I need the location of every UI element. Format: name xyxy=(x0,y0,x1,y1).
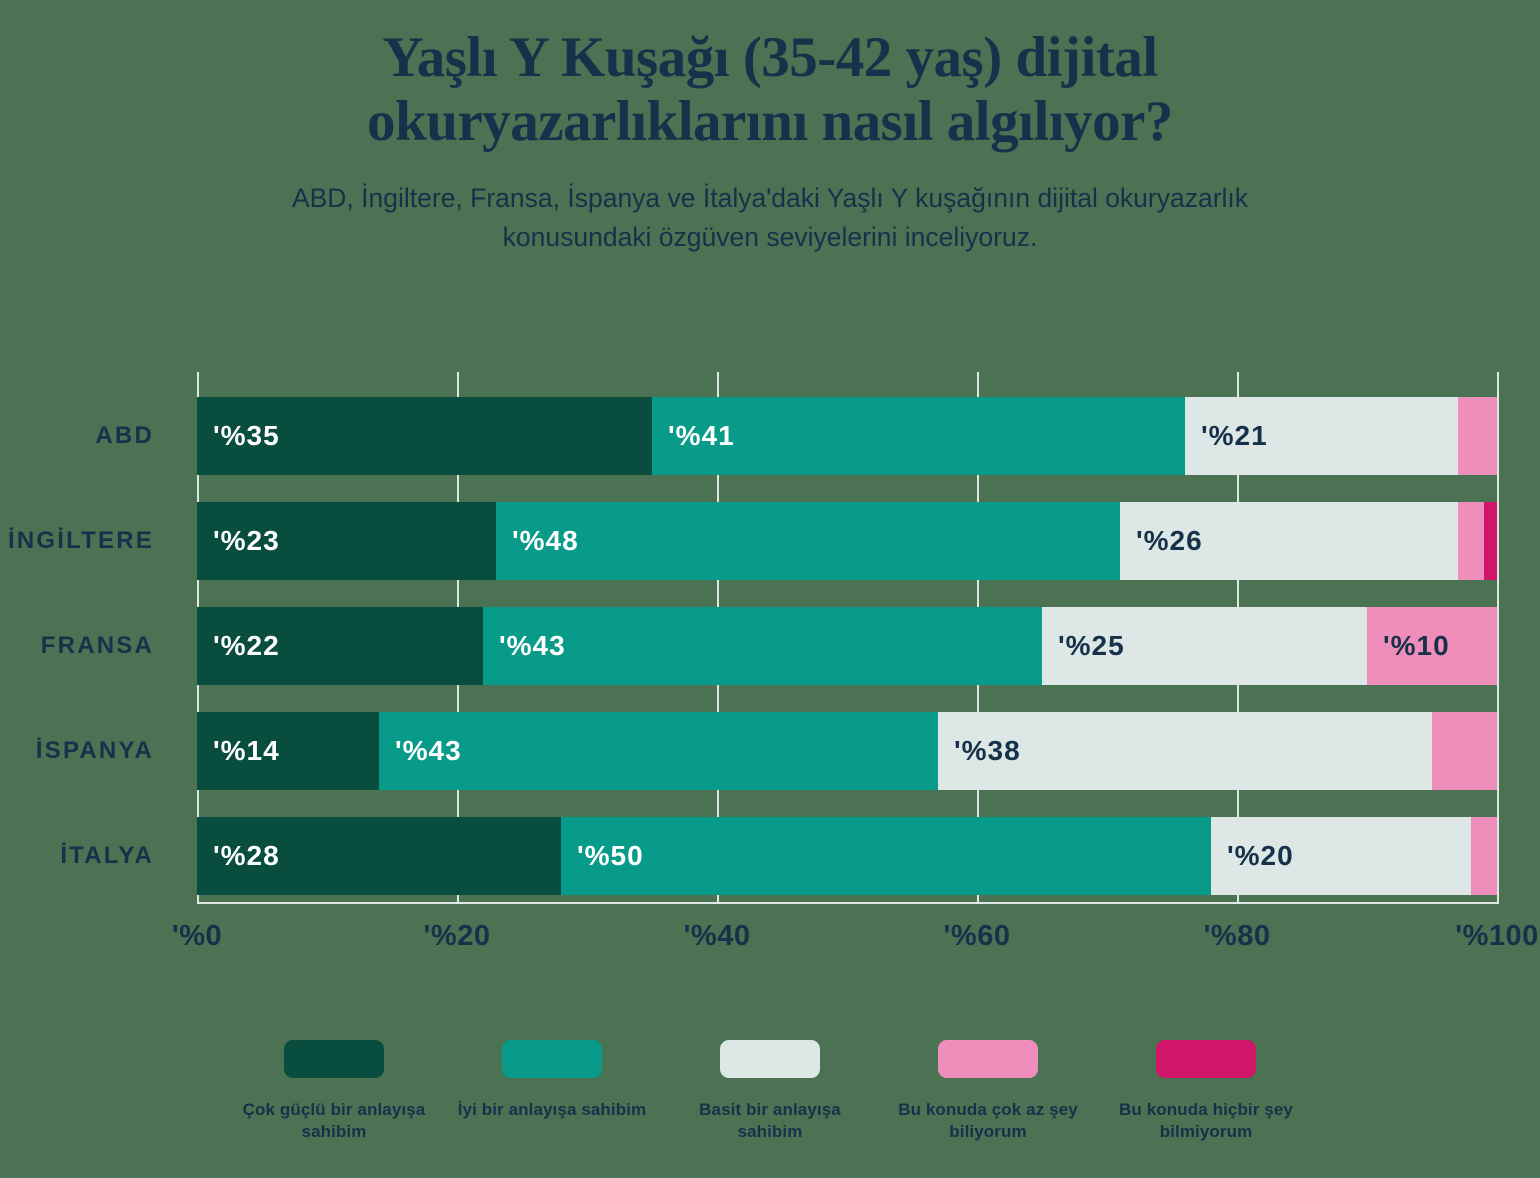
bar-value-label: '%22 xyxy=(213,630,280,661)
bar-segment[interactable]: '%25 xyxy=(1042,607,1367,685)
bar-value-label: '%26 xyxy=(1136,525,1203,556)
legend-label: Basit bir anlayışa sahibim xyxy=(699,1100,841,1142)
bar-value-label: '%43 xyxy=(499,630,566,661)
bar-segment[interactable]: '%26 xyxy=(1120,502,1458,580)
bar-segment[interactable]: '%10 xyxy=(1367,607,1497,685)
bar-segment[interactable]: '%38 xyxy=(938,712,1432,790)
legend-item[interactable]: Bu konuda çok az şey biliyorum xyxy=(879,1040,1097,1144)
bar-segment[interactable]: '%41 xyxy=(652,397,1185,475)
chart-bar-row: İTALYA '%28 '%50 '%20 xyxy=(60,817,1497,895)
bar-value-label: '%21 xyxy=(1201,420,1268,451)
page-title: Yaşlı Y Kuşağı (35-42 yaş) dijital okury… xyxy=(367,26,1173,154)
bar-value-label: '%41 xyxy=(668,420,735,451)
bar-segment[interactable]: '%21 xyxy=(1185,397,1458,475)
x-axis-tick-label: '%80 xyxy=(1203,920,1271,952)
legend-swatch xyxy=(938,1040,1038,1078)
y-axis-label: ABD xyxy=(95,422,154,449)
legend-swatch xyxy=(720,1040,820,1078)
chart-bar-row: İNGİLTERE '%23 '%48 '%26 xyxy=(8,502,1497,580)
legend-label: Çok güçlü bir anlayışa sahibim xyxy=(242,1100,426,1142)
bar-value-label: '%50 xyxy=(577,840,644,871)
legend-item[interactable]: İyi bir anlayışa sahibim xyxy=(443,1040,661,1144)
x-axis-ticks: '%0 '%20 '%40 '%60 '%80 '%100 xyxy=(0,920,1540,968)
bar-segment[interactable] xyxy=(1458,397,1497,475)
y-axis-label: İNGİLTERE xyxy=(7,527,154,554)
chart-bar-row: FRANSA '%22 '%43 '%25 '%10 xyxy=(41,607,1497,685)
bar-segment[interactable]: '%50 xyxy=(561,817,1211,895)
gridline xyxy=(1497,372,1499,902)
chart-bar-rows: ABD '%35 '%41 '%21 İNGİLTERE '%23 '%48 '%26 FRAN… xyxy=(8,372,1497,902)
bar-segment[interactable] xyxy=(1484,502,1497,580)
bar-segment[interactable]: '%20 xyxy=(1211,817,1471,895)
legend-item[interactable]: Çok güçlü bir anlayışa sahibim xyxy=(225,1040,443,1144)
legend-swatch xyxy=(502,1040,602,1078)
legend-swatch xyxy=(1156,1040,1256,1078)
bar-segment[interactable] xyxy=(1458,502,1484,580)
y-axis-label: İTALYA xyxy=(60,842,154,869)
bar-segment[interactable]: '%43 xyxy=(379,712,938,790)
bar-value-label: '%23 xyxy=(213,525,280,556)
x-axis-line xyxy=(197,902,1499,904)
y-axis-label: FRANSA xyxy=(40,632,154,659)
legend-item[interactable]: Bu konuda hiçbir şey bilmiyorum xyxy=(1097,1040,1315,1144)
bar-value-label: '%14 xyxy=(213,735,280,766)
x-axis-tick-label: '%100 xyxy=(1455,920,1539,952)
bar-value-label: '%25 xyxy=(1058,630,1125,661)
chart-subtitle: ABD, İngiltere, Fransa, İspanya ve İtaly… xyxy=(291,182,1249,253)
legend-label: İyi bir anlayışa sahibim xyxy=(457,1100,647,1119)
bar-value-label: '%28 xyxy=(213,840,280,871)
chart-plot-area: ABD '%35 '%41 '%21 İNGİLTERE '%23 '%48 '%26 FRAN… xyxy=(8,372,1499,902)
bar-value-label: '%48 xyxy=(512,525,579,556)
bar-segment[interactable]: '%48 xyxy=(496,502,1120,580)
chart-plot-wrapper: ABD '%35 '%41 '%21 İNGİLTERE '%23 '%48 '%26 FRAN… xyxy=(0,362,1540,907)
bar-value-label: '%43 xyxy=(395,735,462,766)
x-axis-tick-label: '%40 xyxy=(683,920,751,952)
bar-segment[interactable]: '%35 xyxy=(197,397,652,475)
bar-segment[interactable]: '%43 xyxy=(483,607,1042,685)
chart-bar-row: İSPANYA '%14 '%43 '%38 xyxy=(36,712,1497,790)
bar-segment[interactable] xyxy=(1471,817,1497,895)
legend-item[interactable]: Basit bir anlayışa sahibim xyxy=(661,1040,879,1144)
x-axis-tick-label: '%0 xyxy=(171,920,223,952)
bar-segment[interactable]: '%28 xyxy=(197,817,561,895)
x-axis-tick-label: '%20 xyxy=(423,920,491,952)
y-axis-label: İSPANYA xyxy=(35,737,154,764)
bar-segment[interactable] xyxy=(1432,712,1497,790)
legend-label: Bu konuda çok az şey biliyorum xyxy=(898,1100,1078,1142)
bar-value-label: '%10 xyxy=(1383,630,1450,661)
chart-header: Yaşlı Y Kuşağı (35-42 yaş) dijital okury… xyxy=(0,0,1540,257)
bar-value-label: '%35 xyxy=(213,420,280,451)
bar-value-label: '%20 xyxy=(1227,840,1294,871)
chart-legend: Çok güçlü bir anlayışa sahibim İyi bir an… xyxy=(0,1040,1540,1144)
bar-segment[interactable]: '%23 xyxy=(197,502,496,580)
bar-value-label: '%38 xyxy=(954,735,1021,766)
chart-bar-row: ABD '%35 '%41 '%21 xyxy=(95,397,1497,475)
x-axis-tick-label: '%60 xyxy=(943,920,1011,952)
legend-label: Bu konuda hiçbir şey bilmiyorum xyxy=(1119,1100,1293,1142)
bar-segment[interactable]: '%14 xyxy=(197,712,379,790)
bar-segment[interactable]: '%22 xyxy=(197,607,483,685)
legend-swatch xyxy=(284,1040,384,1078)
